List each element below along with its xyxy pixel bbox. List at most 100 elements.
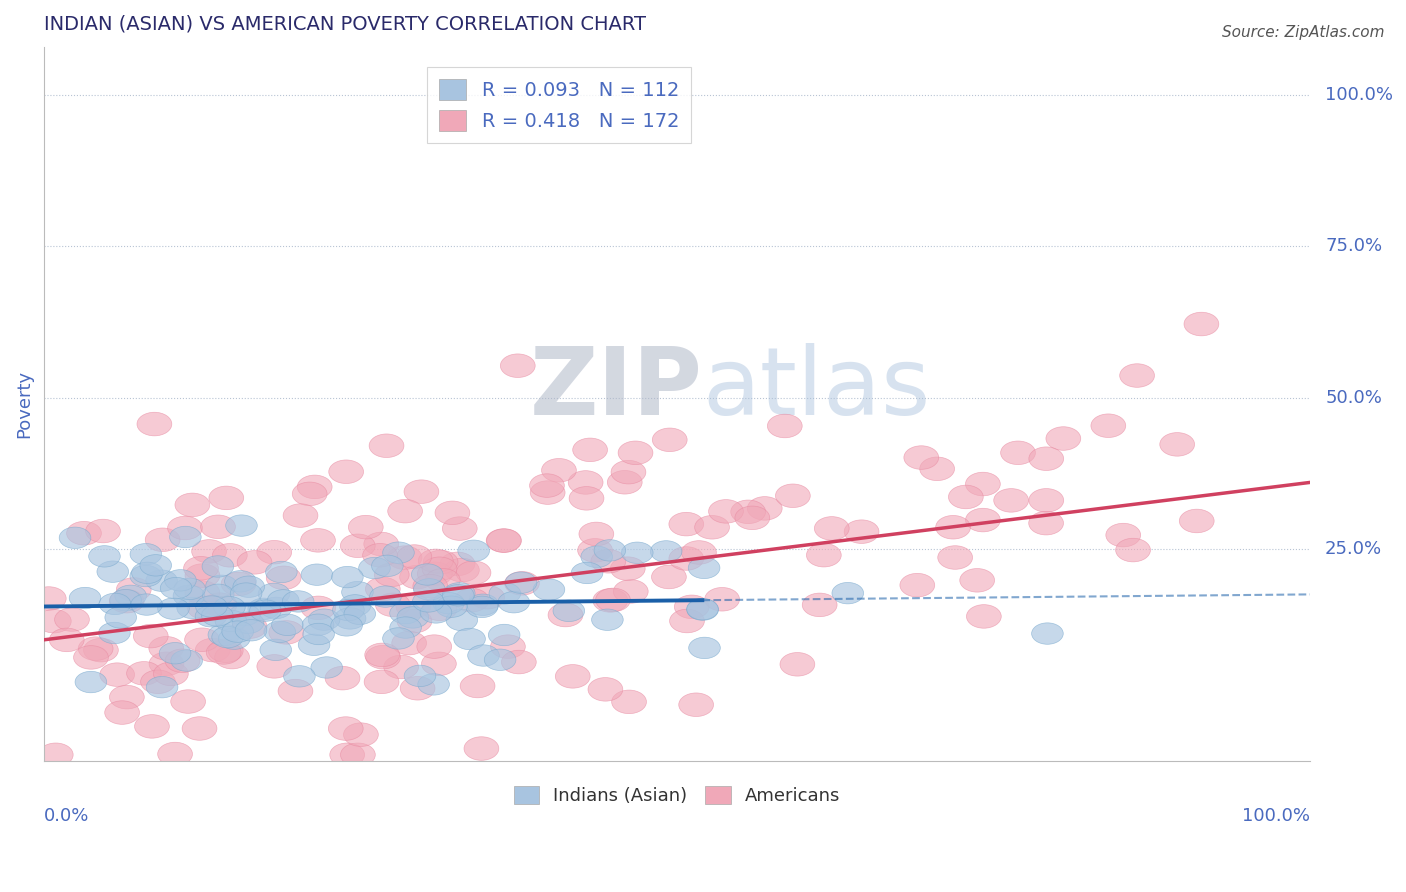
Ellipse shape [364, 643, 399, 666]
Ellipse shape [332, 566, 363, 588]
Ellipse shape [104, 701, 139, 724]
Ellipse shape [250, 600, 281, 622]
Ellipse shape [344, 603, 375, 624]
Ellipse shape [49, 628, 84, 652]
Ellipse shape [100, 593, 131, 615]
Ellipse shape [167, 516, 202, 540]
Ellipse shape [370, 434, 404, 458]
Text: 100.0%: 100.0% [1241, 807, 1310, 825]
Ellipse shape [165, 570, 197, 591]
Ellipse shape [1119, 364, 1154, 387]
Ellipse shape [443, 516, 477, 541]
Ellipse shape [709, 500, 744, 523]
Ellipse shape [1029, 447, 1064, 470]
Ellipse shape [581, 546, 613, 567]
Ellipse shape [212, 543, 247, 567]
Text: ZIP: ZIP [530, 343, 703, 435]
Ellipse shape [966, 472, 1000, 496]
Ellipse shape [592, 609, 623, 631]
Ellipse shape [366, 645, 401, 669]
Ellipse shape [484, 649, 516, 671]
Ellipse shape [283, 591, 314, 612]
Ellipse shape [533, 579, 565, 600]
Ellipse shape [440, 552, 475, 575]
Ellipse shape [238, 550, 271, 574]
Ellipse shape [165, 649, 200, 673]
Ellipse shape [419, 549, 453, 573]
Ellipse shape [218, 628, 250, 649]
Ellipse shape [260, 597, 292, 619]
Ellipse shape [423, 550, 458, 574]
Ellipse shape [221, 572, 256, 596]
Ellipse shape [335, 607, 366, 629]
Ellipse shape [73, 646, 108, 669]
Ellipse shape [1115, 538, 1150, 562]
Ellipse shape [37, 609, 72, 633]
Ellipse shape [159, 642, 191, 664]
Ellipse shape [621, 542, 652, 564]
Ellipse shape [994, 489, 1029, 512]
Ellipse shape [117, 578, 152, 601]
Ellipse shape [1180, 509, 1215, 533]
Ellipse shape [215, 610, 246, 632]
Ellipse shape [389, 602, 422, 624]
Ellipse shape [814, 516, 849, 541]
Ellipse shape [364, 670, 399, 694]
Ellipse shape [388, 500, 423, 523]
Ellipse shape [686, 599, 718, 620]
Ellipse shape [59, 527, 91, 549]
Ellipse shape [207, 640, 240, 665]
Ellipse shape [136, 412, 172, 436]
Ellipse shape [339, 595, 371, 616]
Ellipse shape [205, 575, 238, 597]
Ellipse shape [1029, 489, 1064, 512]
Ellipse shape [278, 680, 314, 703]
Ellipse shape [157, 742, 193, 766]
Ellipse shape [222, 621, 253, 642]
Ellipse shape [146, 570, 177, 591]
Ellipse shape [404, 665, 436, 687]
Ellipse shape [174, 578, 205, 599]
Ellipse shape [436, 596, 467, 617]
Ellipse shape [89, 546, 121, 567]
Ellipse shape [420, 602, 451, 624]
Ellipse shape [686, 599, 718, 620]
Ellipse shape [396, 545, 432, 568]
Ellipse shape [110, 590, 142, 611]
Ellipse shape [505, 572, 537, 593]
Ellipse shape [141, 670, 176, 694]
Ellipse shape [689, 637, 720, 658]
Ellipse shape [1032, 623, 1063, 644]
Ellipse shape [267, 590, 299, 611]
Ellipse shape [333, 599, 364, 621]
Ellipse shape [464, 737, 499, 760]
Ellipse shape [446, 609, 478, 631]
Ellipse shape [160, 577, 193, 599]
Ellipse shape [669, 547, 704, 570]
Ellipse shape [195, 596, 228, 617]
Ellipse shape [329, 460, 364, 483]
Ellipse shape [844, 520, 879, 543]
Text: INDIAN (ASIAN) VS AMERICAN POVERTY CORRELATION CHART: INDIAN (ASIAN) VS AMERICAN POVERTY CORRE… [44, 15, 647, 34]
Ellipse shape [131, 594, 163, 615]
Ellipse shape [149, 637, 184, 660]
Ellipse shape [422, 652, 457, 675]
Ellipse shape [1107, 524, 1140, 547]
Ellipse shape [359, 558, 391, 579]
Ellipse shape [98, 623, 131, 644]
Text: 100.0%: 100.0% [1324, 87, 1393, 104]
Ellipse shape [454, 628, 485, 649]
Ellipse shape [571, 562, 603, 583]
Ellipse shape [572, 438, 607, 462]
Ellipse shape [235, 620, 267, 641]
Ellipse shape [422, 557, 457, 581]
Ellipse shape [191, 540, 226, 563]
Ellipse shape [704, 588, 740, 611]
Y-axis label: Poverty: Poverty [15, 369, 32, 438]
Ellipse shape [340, 534, 375, 558]
Ellipse shape [183, 716, 217, 740]
Ellipse shape [187, 596, 222, 619]
Ellipse shape [399, 566, 434, 589]
Ellipse shape [329, 717, 363, 740]
Ellipse shape [443, 584, 474, 606]
